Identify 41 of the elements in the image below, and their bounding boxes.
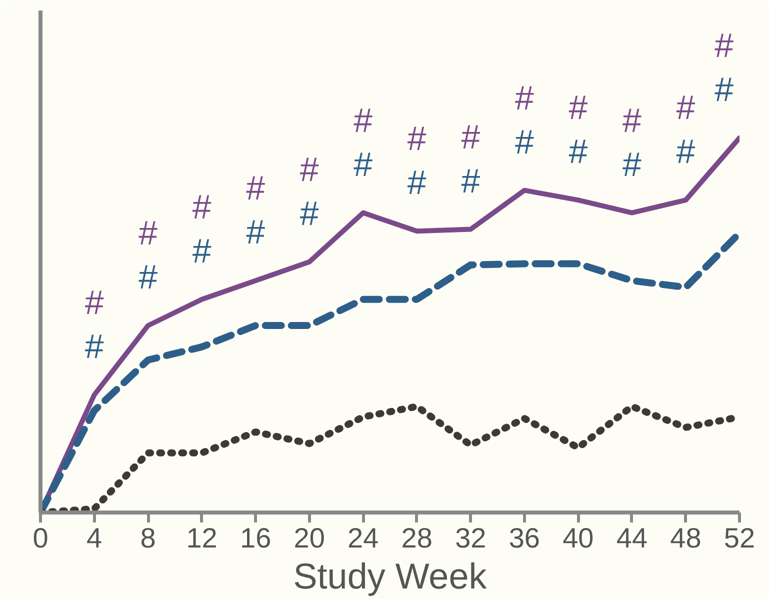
annotation: # xyxy=(84,284,104,322)
text: # xyxy=(514,79,534,118)
x-tick-label: 4 xyxy=(86,522,102,554)
annotation: # xyxy=(192,232,212,270)
annotation: # xyxy=(246,214,266,252)
annotation: # xyxy=(407,164,426,202)
annotation: # xyxy=(407,120,426,158)
annotation: # xyxy=(354,102,373,140)
x-tick-label: 44 xyxy=(616,522,648,554)
text: # xyxy=(676,89,696,128)
annotation: # xyxy=(676,133,696,172)
text: # xyxy=(714,26,734,65)
annotation: # xyxy=(84,328,104,366)
x-axis-title: Study Week xyxy=(293,556,488,596)
x-tick-label: 28 xyxy=(401,522,432,554)
annotation: # xyxy=(192,188,212,226)
annotation: # xyxy=(568,133,588,172)
x-tick-label: 8 xyxy=(140,522,156,554)
text: # xyxy=(568,89,588,128)
annotation: # xyxy=(246,170,266,208)
x-tick-label: 40 xyxy=(562,522,594,554)
annotation: # xyxy=(461,162,480,200)
annotation: # xyxy=(622,146,642,184)
x-tick-label: 12 xyxy=(186,522,218,554)
text: # xyxy=(714,70,734,109)
annotation: # xyxy=(514,123,534,162)
x-tick-label: 24 xyxy=(348,522,379,554)
annotation: # xyxy=(622,102,642,140)
x-tick-label: 52 xyxy=(724,522,756,554)
x-tick-label: 16 xyxy=(240,522,272,554)
x-tick-label: 48 xyxy=(670,522,702,554)
annotation: # xyxy=(461,118,480,156)
annotation: # xyxy=(300,150,319,189)
x-tick-label: 0 xyxy=(32,522,48,554)
annotation: # xyxy=(354,146,373,184)
annotation: # xyxy=(138,214,158,253)
x-tick-label: 20 xyxy=(294,522,325,554)
x-tick-label: 36 xyxy=(508,522,540,554)
x-tick-label: 32 xyxy=(455,522,486,554)
annotation: # xyxy=(138,258,158,297)
annotation: # xyxy=(300,194,319,233)
